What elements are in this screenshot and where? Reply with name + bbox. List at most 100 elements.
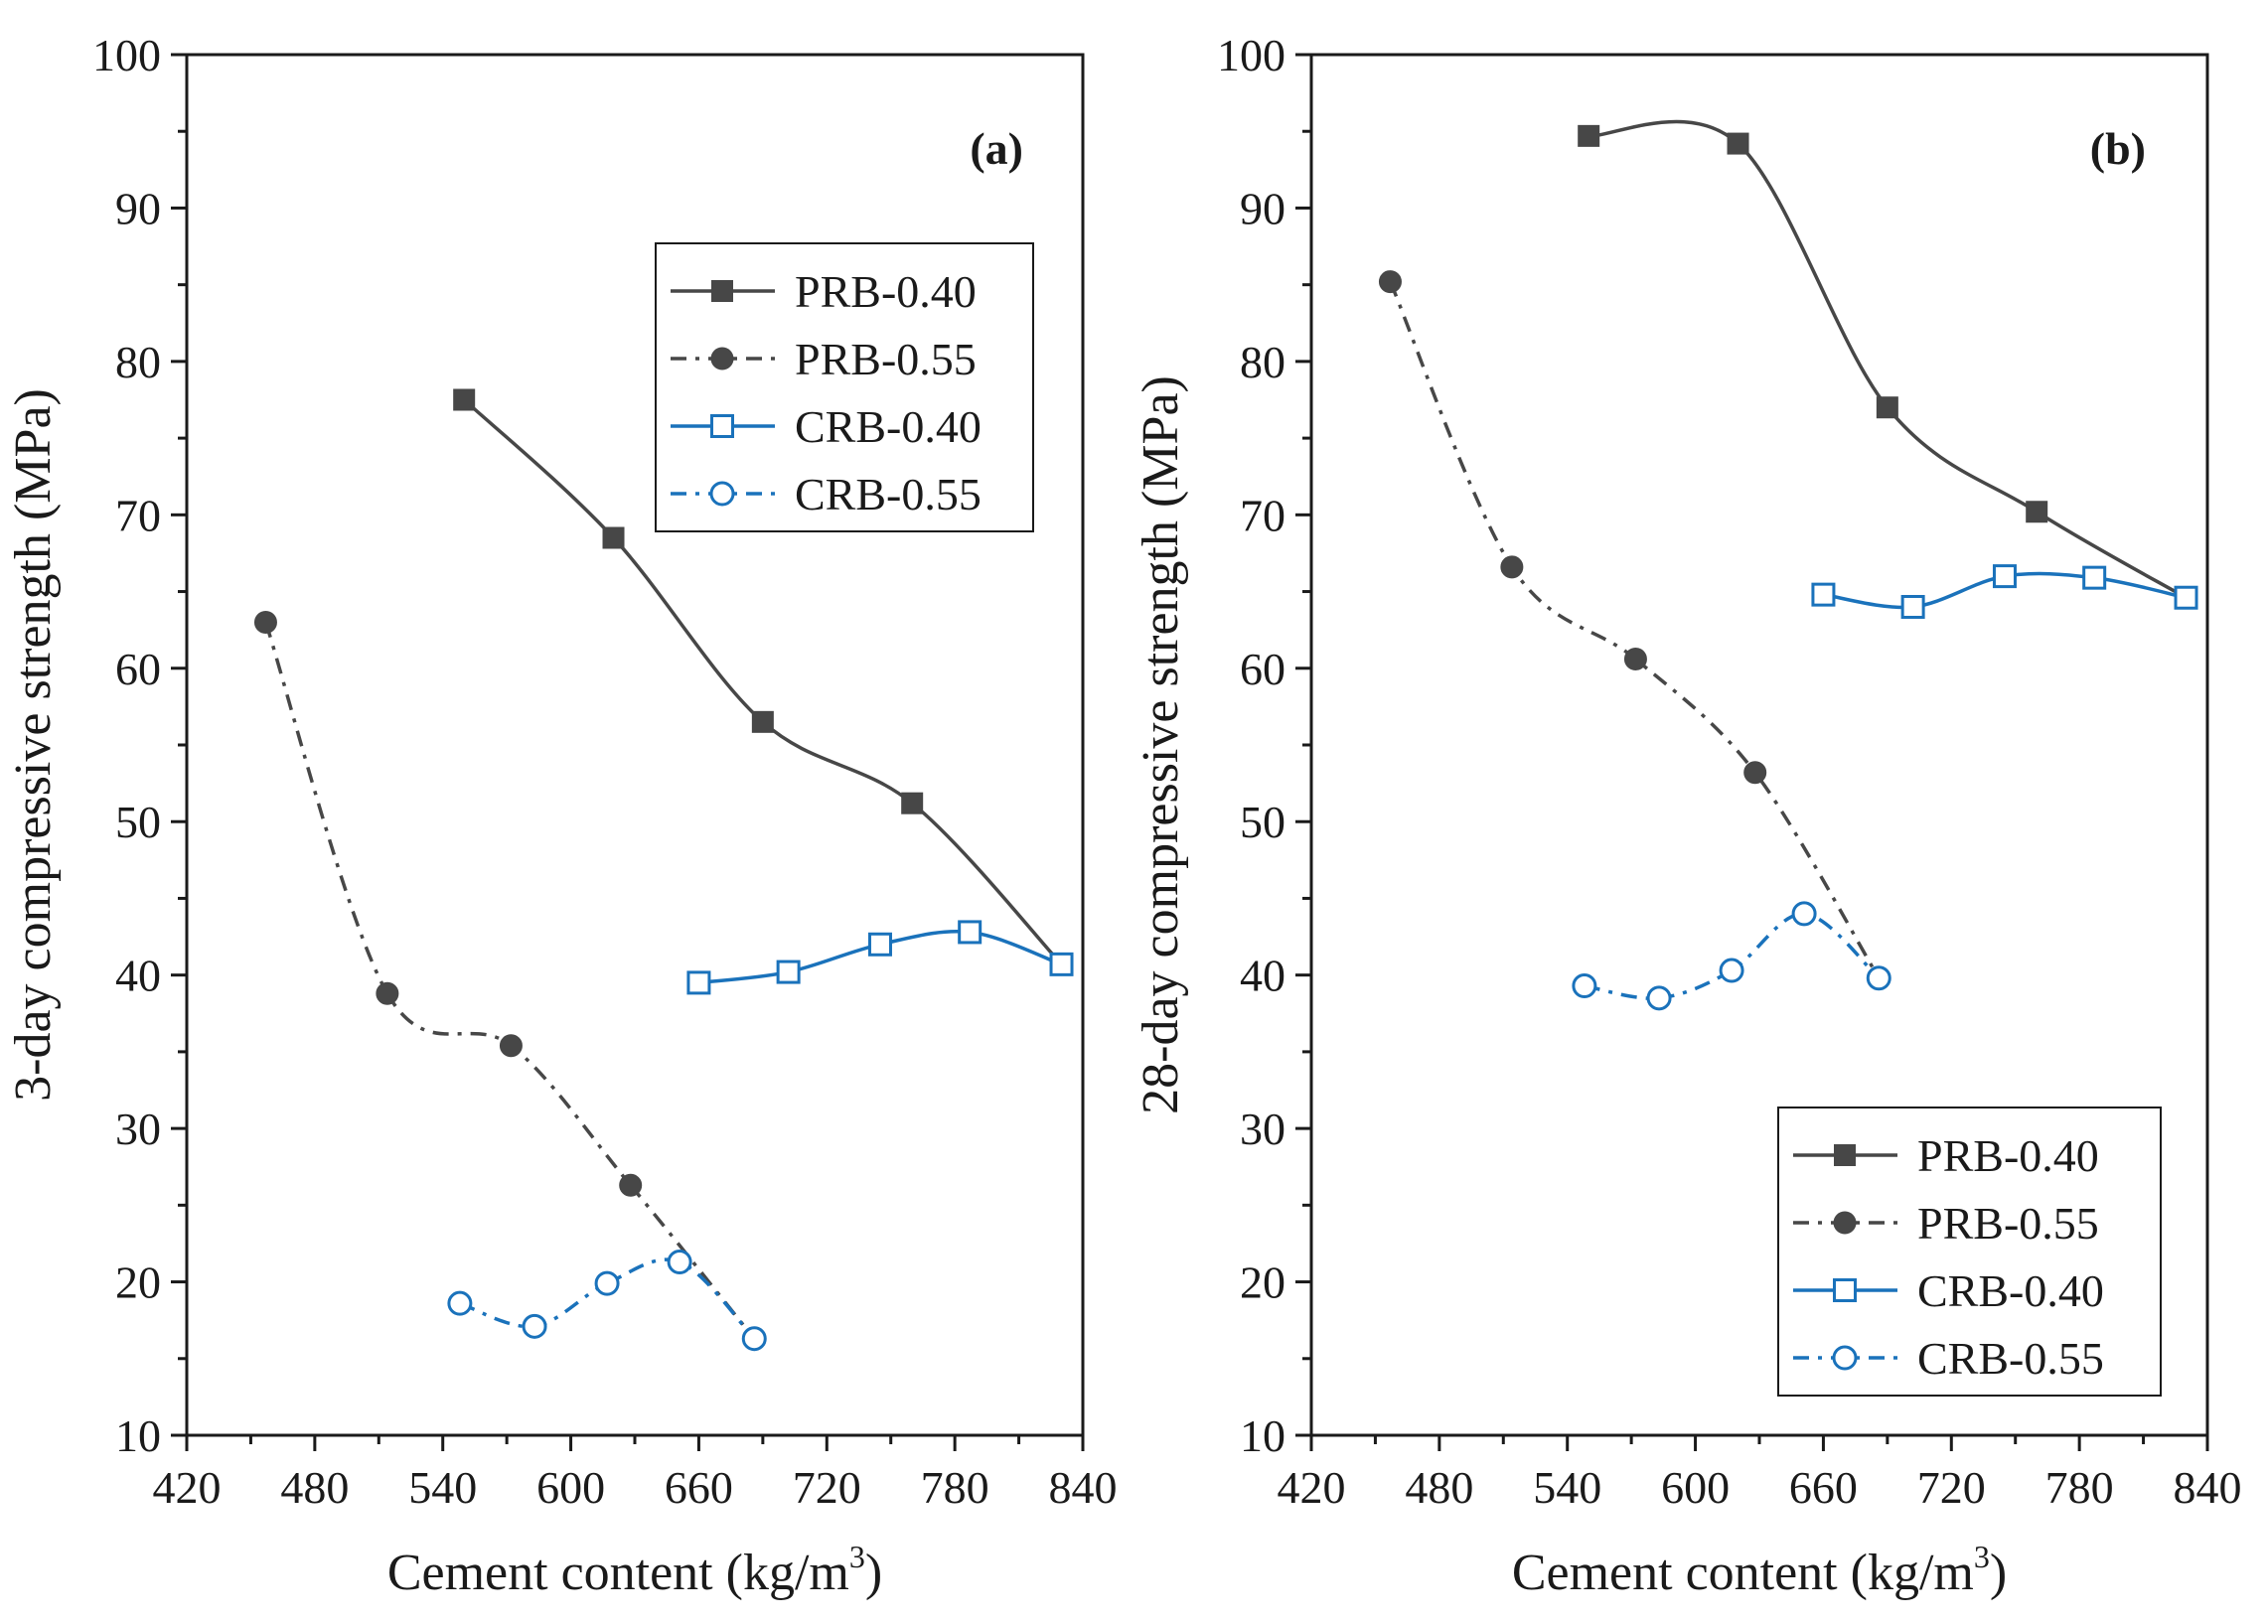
data-point xyxy=(522,1313,547,1339)
data-point xyxy=(1866,965,1891,991)
series-crb-055 xyxy=(447,1249,767,1352)
x-tick-label: 720 xyxy=(793,1462,861,1513)
data-point xyxy=(1791,901,1817,927)
data-point xyxy=(1623,648,1647,671)
series-line xyxy=(1388,280,1881,979)
y-tick-label: 30 xyxy=(1240,1104,1285,1154)
legend-label: CRB-0.55 xyxy=(1917,1333,2104,1384)
data-point xyxy=(1727,132,1749,155)
y-tick-label: 60 xyxy=(1240,644,1285,694)
legend-item: CRB-0.40 xyxy=(671,401,982,452)
series-line xyxy=(1588,119,2188,600)
data-point xyxy=(2082,565,2107,590)
data-point xyxy=(602,526,625,549)
panel-label: (b) xyxy=(2090,123,2146,174)
data-point xyxy=(1992,564,2017,589)
y-tick-label: 10 xyxy=(115,1410,161,1461)
y-tick-label: 50 xyxy=(115,797,161,847)
x-axis-label: Cement content (kg/m3) xyxy=(387,1539,882,1601)
y-tick-label: 10 xyxy=(1240,1410,1285,1461)
series-prb-040 xyxy=(1578,119,2197,609)
series-prb-055 xyxy=(1378,270,1890,990)
series-crb-055 xyxy=(1572,901,1891,1011)
x-tick-label: 540 xyxy=(408,1462,477,1513)
x-tick-label: 480 xyxy=(280,1462,349,1513)
y-tick-label: 90 xyxy=(1240,183,1285,233)
legend-item: PRB-0.40 xyxy=(671,266,977,317)
data-point xyxy=(1572,972,1597,998)
x-tick-label: 780 xyxy=(2045,1462,2114,1513)
legend-marker xyxy=(1833,1211,1857,1235)
y-tick-label: 80 xyxy=(1240,337,1285,387)
data-point xyxy=(1646,985,1672,1011)
legend-label: PRB-0.55 xyxy=(1917,1198,2099,1249)
x-tick-label: 600 xyxy=(536,1462,605,1513)
legend-item: CRB-0.55 xyxy=(1793,1333,2104,1384)
data-point xyxy=(776,960,801,984)
legend-marker xyxy=(1833,1278,1857,1302)
x-axis-label-main: Cement content (kg/m xyxy=(1512,1545,1974,1601)
y-tick-label: 70 xyxy=(115,490,161,540)
x-tick-label: 660 xyxy=(665,1462,733,1513)
data-point xyxy=(667,1249,692,1274)
x-tick-label: 600 xyxy=(1661,1462,1730,1513)
data-point xyxy=(1900,595,1925,619)
series-line xyxy=(263,621,756,1340)
x-tick-label: 660 xyxy=(1789,1462,1858,1513)
legend-label: PRB-0.55 xyxy=(795,334,977,384)
legend-label: CRB-0.40 xyxy=(1917,1265,2104,1316)
legend-marker xyxy=(710,347,734,370)
legend-marker xyxy=(710,414,734,438)
data-point xyxy=(867,932,892,957)
data-point xyxy=(2026,501,2048,523)
y-tick-label: 40 xyxy=(115,951,161,1001)
y-tick-label: 80 xyxy=(115,337,161,387)
y-tick-label: 20 xyxy=(1240,1257,1285,1308)
legend-label: CRB-0.40 xyxy=(795,401,982,452)
x-axis-label-end: ) xyxy=(1990,1545,2007,1601)
x-tick-label: 420 xyxy=(1278,1462,1346,1513)
legend-marker xyxy=(711,280,733,302)
y-tick-label: 30 xyxy=(115,1104,161,1154)
series-crb-040 xyxy=(686,920,1074,995)
legend-item: PRB-0.55 xyxy=(1793,1198,2099,1249)
x-tick-label: 840 xyxy=(2174,1462,2242,1513)
data-point xyxy=(686,970,711,995)
data-point xyxy=(594,1270,620,1296)
legend-marker xyxy=(1832,1345,1858,1371)
y-tick-label: 50 xyxy=(1240,797,1285,847)
legend-label: CRB-0.55 xyxy=(795,469,982,519)
data-point xyxy=(619,1173,643,1197)
legend-item: PRB-0.40 xyxy=(1793,1130,2099,1181)
legend-label: PRB-0.40 xyxy=(1917,1130,2099,1181)
x-axis-label: Cement content (kg/m3) xyxy=(1512,1539,2007,1601)
panel-a: 420 480 540 600 660 720 780 840 10 20 30 40 50 60 70 80… xyxy=(5,30,1118,1601)
x-tick-label: 540 xyxy=(1533,1462,1601,1513)
data-point xyxy=(751,710,774,733)
y-tick-label: 100 xyxy=(92,30,161,80)
data-point xyxy=(741,1326,767,1352)
y-tick-label: 70 xyxy=(1240,490,1285,540)
data-point xyxy=(1743,761,1767,785)
y-tick-label: 60 xyxy=(115,644,161,694)
legend-label: PRB-0.40 xyxy=(795,266,977,317)
legend-item: CRB-0.55 xyxy=(671,469,982,519)
y-tick-label: 20 xyxy=(115,1257,161,1308)
data-point xyxy=(499,1034,523,1058)
data-point xyxy=(1378,270,1402,294)
data-point xyxy=(2174,585,2198,610)
legend-marker xyxy=(709,481,735,507)
x-tick-label: 480 xyxy=(1405,1462,1473,1513)
data-point xyxy=(1500,555,1524,579)
legend-marker xyxy=(1834,1144,1856,1166)
x-axis-label-superscript: 3 xyxy=(1974,1539,1990,1574)
x-axis-label-superscript: 3 xyxy=(849,1539,865,1574)
data-point xyxy=(1811,582,1836,607)
data-point xyxy=(1049,952,1074,976)
series-line xyxy=(1584,912,1881,1000)
data-point xyxy=(1719,958,1744,983)
series-crb-040 xyxy=(1811,564,2198,619)
x-tick-label: 420 xyxy=(153,1462,222,1513)
data-point xyxy=(376,981,399,1005)
